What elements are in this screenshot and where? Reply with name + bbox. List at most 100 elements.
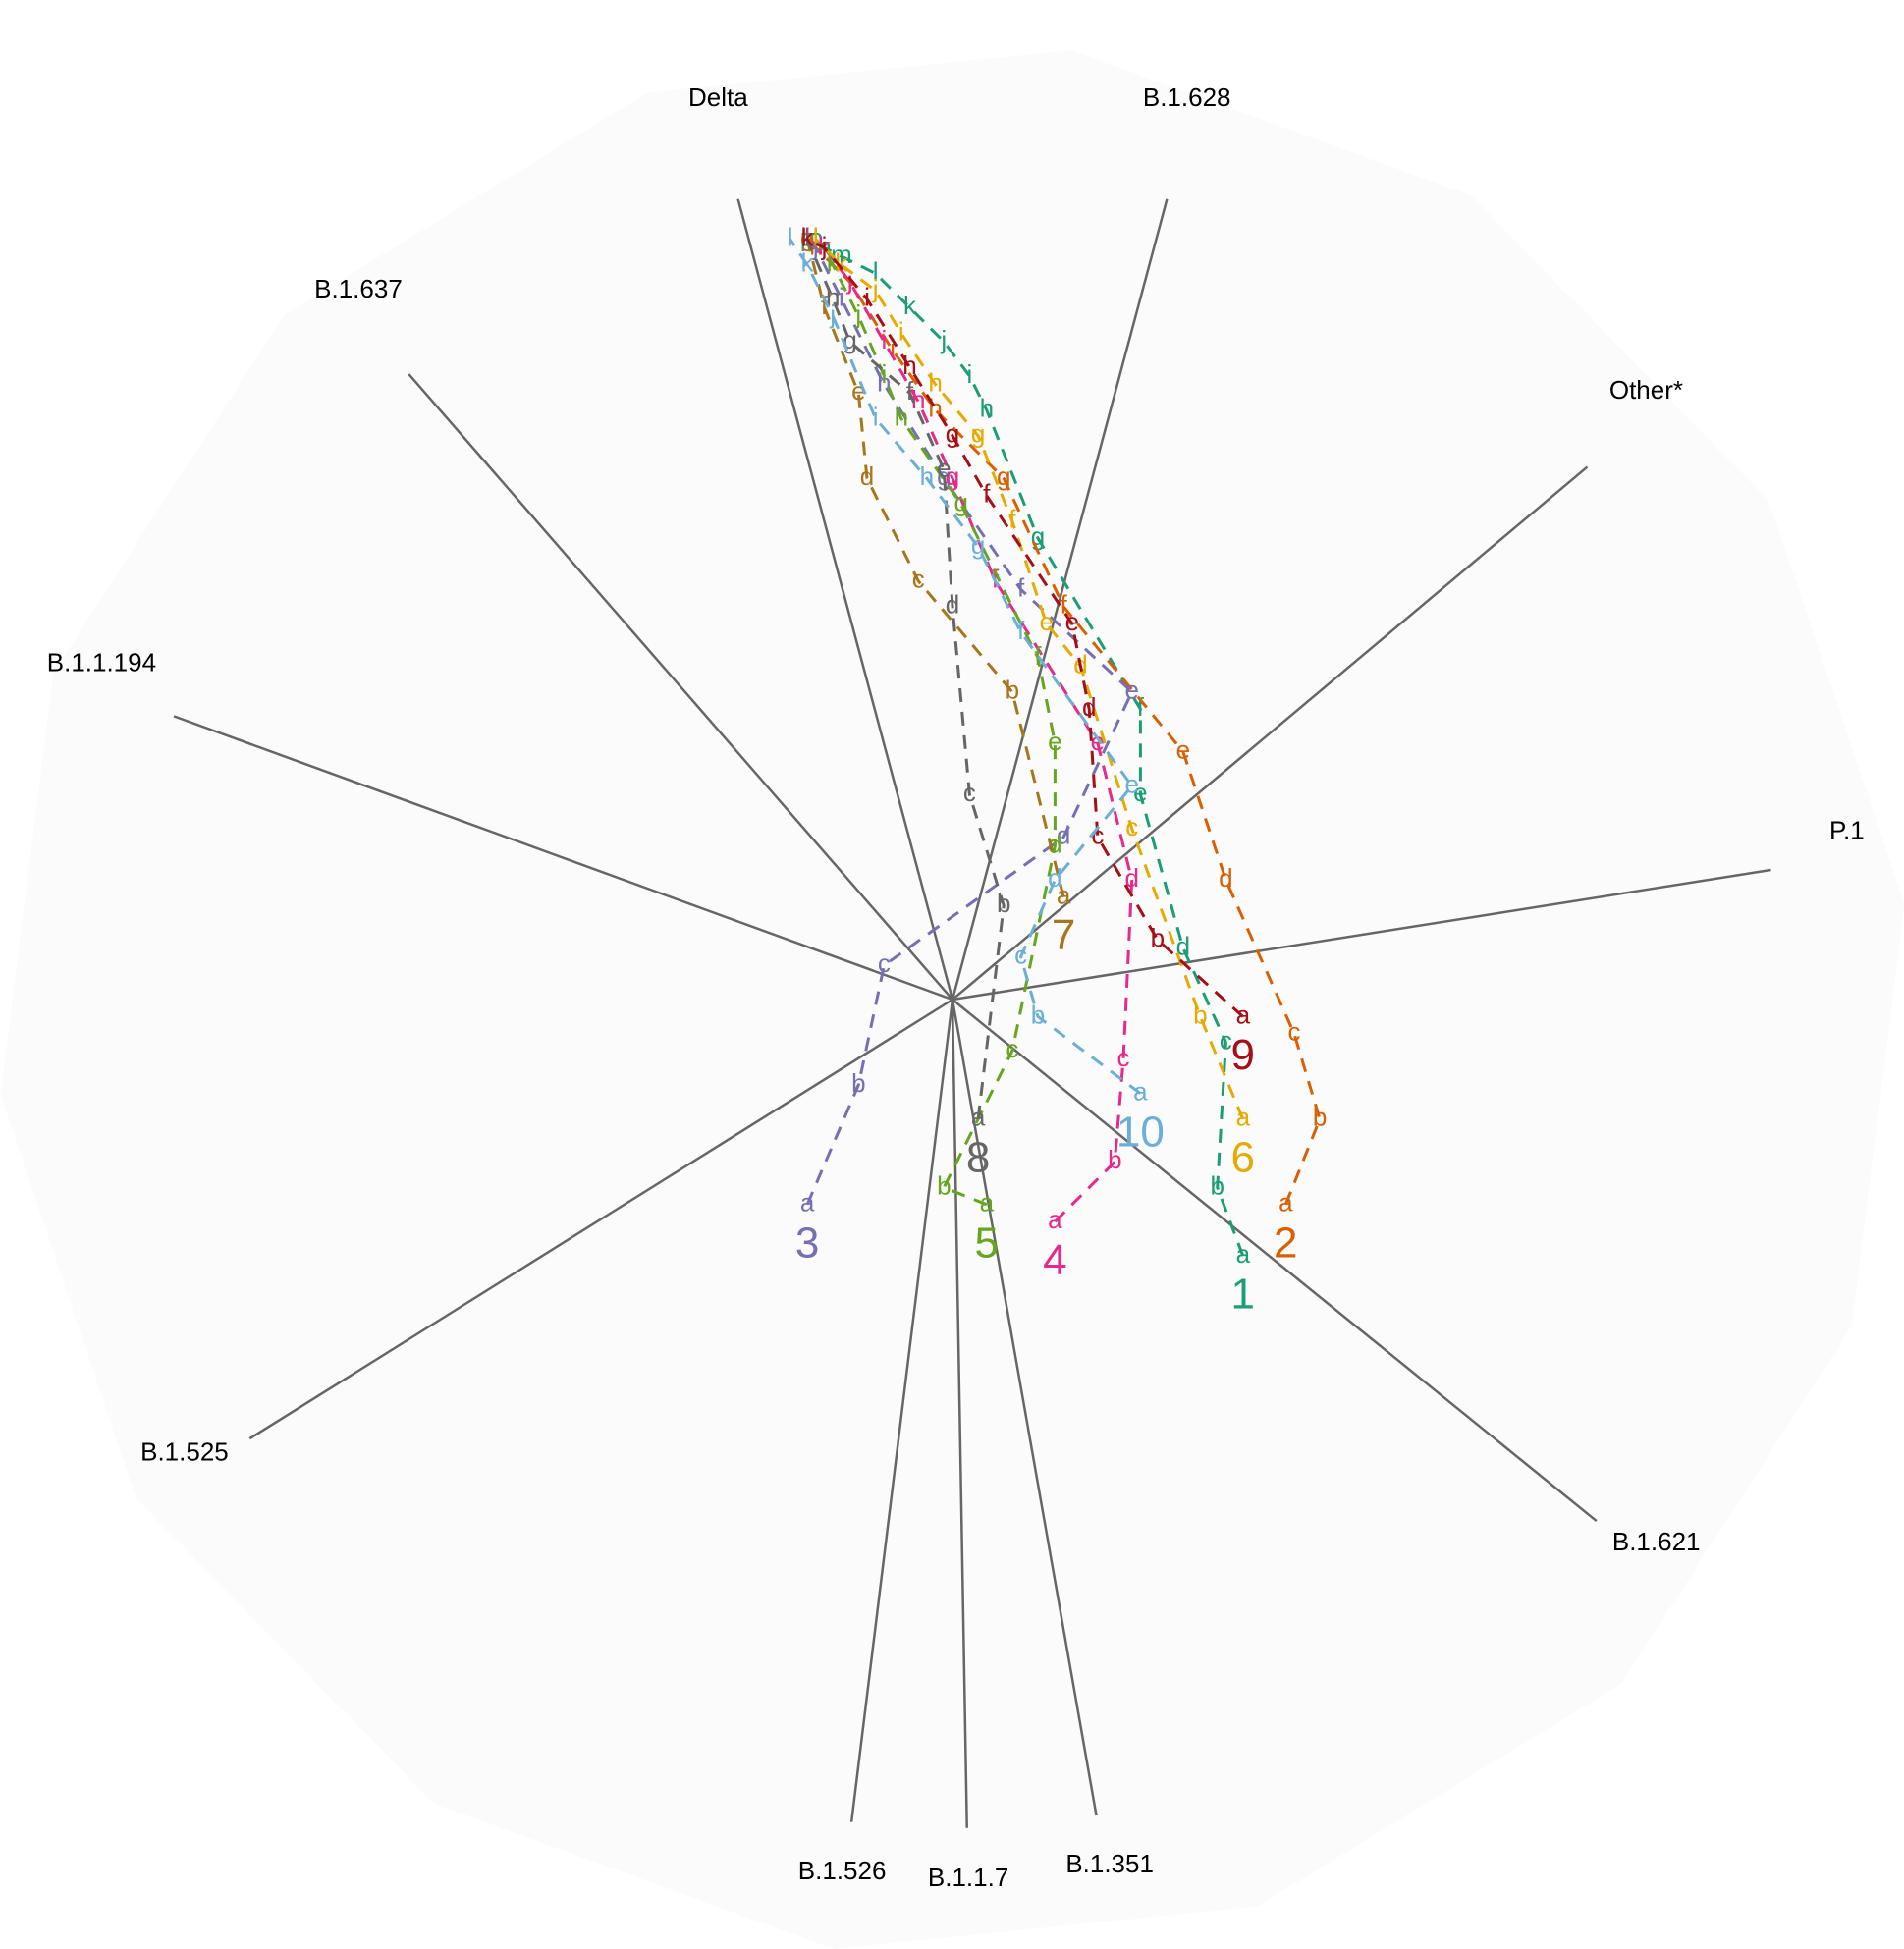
point-1-b: b bbox=[1210, 1170, 1224, 1200]
point-5-l: l bbox=[813, 223, 819, 252]
point-7-b: b bbox=[1006, 676, 1019, 705]
series-label-9: 9 bbox=[1231, 1031, 1255, 1079]
point-3-b: b bbox=[851, 1068, 865, 1098]
series-label-7: 7 bbox=[1052, 911, 1075, 959]
point-8-i: i bbox=[804, 223, 810, 252]
point-9-g: g bbox=[946, 419, 959, 449]
point-9-c: c bbox=[1091, 821, 1104, 850]
point-1-l: l bbox=[873, 256, 879, 286]
point-9-e: e bbox=[1065, 607, 1079, 636]
point-6-l: l bbox=[813, 223, 819, 252]
point-1-g: g bbox=[1031, 521, 1045, 551]
series-label-2: 2 bbox=[1274, 1218, 1297, 1267]
point-3-k: k bbox=[801, 223, 815, 252]
series-line-6 bbox=[814, 238, 1245, 1120]
point-9-d: d bbox=[1082, 692, 1096, 722]
point-10-c: c bbox=[1014, 940, 1027, 969]
point-1-k: k bbox=[903, 291, 917, 320]
point-2-i: i bbox=[890, 334, 896, 363]
axis-label-8: B.1.525 bbox=[140, 1436, 229, 1466]
point-7-c: c bbox=[912, 565, 925, 594]
point-6-c: c bbox=[1125, 812, 1138, 841]
point-2-b: b bbox=[1313, 1103, 1327, 1132]
series-line-1 bbox=[807, 238, 1245, 1257]
point-4-i: i bbox=[882, 325, 888, 354]
point-4-d: d bbox=[1124, 863, 1138, 893]
axis-line-7 bbox=[951, 999, 1098, 1816]
axis-label-4: B.1.621 bbox=[1612, 1527, 1701, 1556]
point-9-f: f bbox=[983, 479, 991, 509]
series-line-8 bbox=[805, 239, 1006, 1119]
point-2-e: e bbox=[1176, 735, 1190, 765]
series-line-7 bbox=[805, 239, 1065, 897]
point-5-h: h bbox=[895, 402, 908, 431]
point-8-c: c bbox=[963, 778, 976, 807]
point-2-d: d bbox=[1219, 863, 1232, 893]
series-line-5 bbox=[814, 238, 1057, 1207]
point-1-e: e bbox=[1133, 778, 1147, 807]
point-10-a: a bbox=[1133, 1077, 1148, 1107]
axis-label-10: B.1.637 bbox=[314, 274, 403, 303]
axis-label-2: Other* bbox=[1609, 375, 1683, 405]
point-8-h: h bbox=[826, 282, 840, 311]
axis-label-9: B.1.1.194 bbox=[47, 647, 156, 677]
point-5-e: e bbox=[1048, 727, 1061, 756]
series-label-8: 8 bbox=[966, 1133, 990, 1181]
point-6-b: b bbox=[1193, 1000, 1207, 1029]
axis-line-5 bbox=[951, 999, 968, 1828]
point-10-e: e bbox=[1124, 769, 1138, 798]
point-1-i: i bbox=[967, 359, 973, 389]
axis-line-1 bbox=[951, 198, 1169, 1001]
point-9-k: k bbox=[801, 223, 815, 252]
point-3-d: d bbox=[1057, 821, 1070, 850]
point-8-e: e bbox=[937, 453, 951, 482]
point-6-h: h bbox=[928, 367, 942, 397]
axis-line-4 bbox=[952, 999, 1598, 1523]
point-1-f: f bbox=[1137, 692, 1145, 722]
point-2-k: k bbox=[809, 231, 823, 260]
point-10-i: i bbox=[873, 402, 879, 431]
point-2-a: a bbox=[1278, 1188, 1293, 1218]
point-1-h: h bbox=[980, 394, 994, 423]
point-8-d: d bbox=[946, 590, 959, 620]
point-4-b: b bbox=[1108, 1145, 1121, 1174]
point-4-c: c bbox=[1117, 1043, 1130, 1072]
axis-line-10 bbox=[408, 373, 953, 1001]
point-6-k: k bbox=[835, 248, 848, 278]
point-1-c: c bbox=[1220, 1025, 1232, 1055]
point-4-h: h bbox=[911, 385, 925, 414]
series-label-3: 3 bbox=[795, 1218, 819, 1267]
point-6-j: j bbox=[872, 274, 879, 303]
point-8-g: g bbox=[843, 325, 856, 354]
point-10-k: k bbox=[801, 248, 815, 278]
point-5-a: a bbox=[980, 1188, 995, 1218]
point-9-a: a bbox=[1236, 1000, 1251, 1029]
point-9-h: h bbox=[902, 351, 916, 380]
point-5-g: g bbox=[953, 487, 967, 516]
series-line-9 bbox=[806, 238, 1244, 1018]
point-2-f: f bbox=[1060, 590, 1067, 620]
point-9-b: b bbox=[1151, 923, 1165, 952]
point-2-c: c bbox=[1288, 1017, 1301, 1047]
axis-line-8 bbox=[248, 998, 953, 1440]
series-label-4: 4 bbox=[1043, 1236, 1066, 1284]
point-3-h: h bbox=[877, 367, 891, 397]
axis-label-6: B.1.526 bbox=[798, 1856, 887, 1885]
axis-line-6 bbox=[849, 999, 954, 1822]
point-6-f: f bbox=[1008, 505, 1016, 534]
point-8-f: f bbox=[906, 376, 914, 406]
point-10-g: g bbox=[971, 530, 985, 560]
point-5-b: b bbox=[937, 1170, 951, 1200]
point-9-i: i bbox=[864, 282, 870, 311]
point-10-l: l bbox=[788, 223, 793, 252]
axis-label-5: B.1.1.7 bbox=[928, 1863, 1008, 1892]
axis-label-3: P.1 bbox=[1829, 816, 1865, 845]
axis-label-layer: Delta B.1.628 Other* P.1 B.1.621 B.1.1.7 B.1.5… bbox=[47, 82, 1865, 1892]
point-9-j: j bbox=[821, 231, 828, 260]
series-layer: abcdefghijklmnop1abcdefghijkl2abcdefghij… bbox=[788, 223, 1328, 1319]
